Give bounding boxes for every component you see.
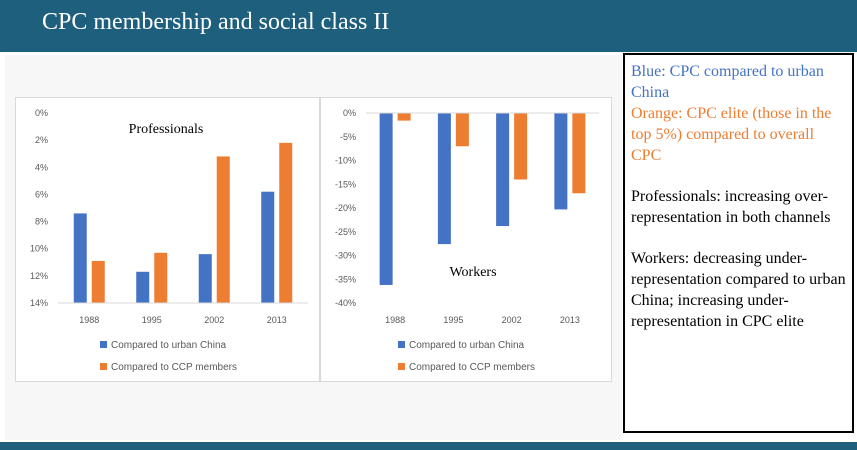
workers-bar <box>455 113 469 147</box>
workers-bar <box>514 113 528 180</box>
professionals-y-tick-label: 6% <box>35 189 48 199</box>
workers-y-tick-label: -10% <box>335 156 356 166</box>
professionals-y-tick-label: 8% <box>35 217 48 227</box>
workers-bar <box>554 113 568 210</box>
workers-legend-label: Compared to urban China <box>409 340 525 351</box>
professionals-y-tick-label: 4% <box>35 162 48 172</box>
professionals-bar <box>73 213 87 303</box>
workers-chart-title: Workers <box>449 265 496 280</box>
professionals-y-tick-label: 10% <box>30 244 48 254</box>
note-blue-legend: Blue: CPC compared to urban China <box>631 63 824 101</box>
workers-bar <box>496 113 510 227</box>
professionals-category-label: 2013 <box>267 315 287 325</box>
workers-legend-swatch <box>398 341 405 348</box>
professionals-category-label: 1995 <box>142 315 162 325</box>
workers-category-label: 2002 <box>502 315 522 325</box>
professionals-y-tick-label: 12% <box>30 271 48 281</box>
workers-bar <box>397 113 411 121</box>
professionals-y-tick-label: 14% <box>30 298 48 308</box>
title-bar: CPC membership and social class II <box>0 0 857 52</box>
professionals-legend-swatch <box>100 363 107 370</box>
professionals-category-label: 1988 <box>79 315 99 325</box>
workers-chart-panel: 0% -5% -10% -15% -20% -25% -30% -35% -40% 1988 199… <box>320 97 612 382</box>
professionals-bar <box>136 271 150 303</box>
professionals-chart: 0% 2% 4% 6% 8% 10% 12% 14% 1988 1995 2002 2013 Profe… <box>30 108 308 373</box>
professionals-category-label: 2002 <box>204 315 224 325</box>
workers-legend-label: Compared to CCP members <box>409 362 535 373</box>
note-orange-legend: Orange: CPC elite (those in the top 5%) … <box>631 105 832 164</box>
workers-bar <box>572 113 586 194</box>
professionals-chart-panel: 0% 2% 4% 6% 8% 10% 12% 14% 1988 1995 2002 2013 Profe… <box>15 97 320 382</box>
note-professionals: Professionals: increasing over-represent… <box>631 188 831 226</box>
professionals-legend-label: Compared to urban China <box>111 340 227 351</box>
workers-bar <box>437 113 451 245</box>
workers-y-tick-label: 0% <box>343 108 356 118</box>
professionals-bar <box>261 191 275 303</box>
professionals-bar <box>216 156 230 303</box>
professionals-bar <box>91 260 105 303</box>
professionals-bar <box>279 142 293 303</box>
workers-y-tick-label: -30% <box>335 251 356 261</box>
workers-category-label: 1988 <box>385 315 405 325</box>
workers-category-label: 1995 <box>443 315 463 325</box>
workers-y-tick-label: -15% <box>335 179 356 189</box>
professionals-y-tick-label: 0% <box>35 108 48 118</box>
slide-title: CPC membership and social class II <box>42 9 390 35</box>
professionals-legend-swatch <box>100 341 107 348</box>
notes-box: Blue: CPC compared to urban China Orange… <box>623 53 854 433</box>
professionals-y-tick-label: 2% <box>35 135 48 145</box>
workers-y-tick-label: -20% <box>335 203 356 213</box>
bottom-bar <box>0 442 857 450</box>
workers-bar <box>379 113 393 285</box>
professionals-legend-label: Compared to CCP members <box>111 362 237 373</box>
workers-y-tick-label: -40% <box>335 298 356 308</box>
note-workers: Workers: decreasing under-representation… <box>631 250 846 330</box>
professionals-bar <box>198 254 212 303</box>
workers-legend-swatch <box>398 363 405 370</box>
workers-chart: 0% -5% -10% -15% -20% -25% -30% -35% -40% 1988 199… <box>335 108 599 373</box>
workers-y-tick-label: -5% <box>340 132 356 142</box>
professionals-chart-title: Professionals <box>129 122 204 137</box>
workers-category-label: 2013 <box>560 315 580 325</box>
workers-y-tick-label: -35% <box>335 274 356 284</box>
professionals-bar <box>154 252 168 303</box>
workers-y-tick-label: -25% <box>335 227 356 237</box>
